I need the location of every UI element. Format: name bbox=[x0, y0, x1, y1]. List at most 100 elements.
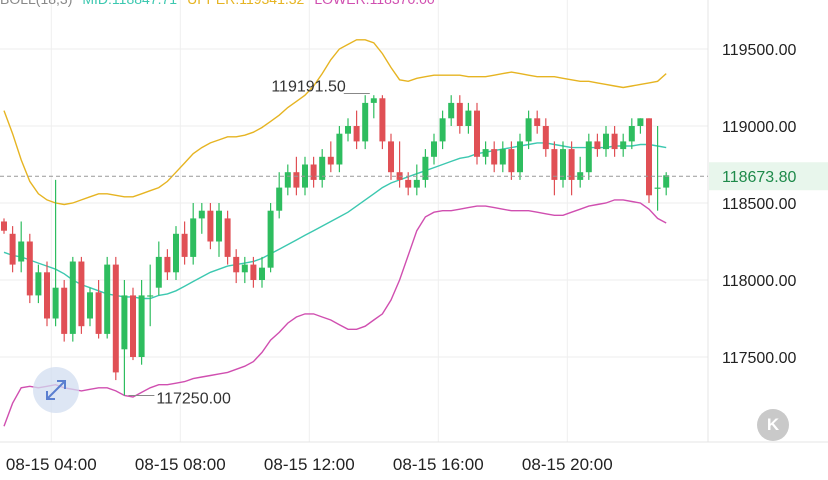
candle-down bbox=[78, 256, 85, 334]
candle-down bbox=[611, 126, 618, 157]
candle-up bbox=[448, 95, 455, 126]
last-price-label: 118673.80 bbox=[722, 169, 797, 186]
candle-body bbox=[431, 141, 437, 157]
candle-body bbox=[224, 218, 231, 257]
candle-body bbox=[104, 264, 111, 334]
candle-up bbox=[370, 95, 377, 119]
candle-body bbox=[319, 156, 326, 180]
candle-body bbox=[508, 149, 515, 173]
candle-down bbox=[233, 249, 240, 284]
candle-up bbox=[413, 164, 420, 196]
candle-body bbox=[276, 187, 283, 211]
candle-body bbox=[585, 141, 592, 173]
candle-up bbox=[87, 287, 93, 327]
candle-body bbox=[112, 264, 119, 373]
x-tick-label: 08-15 08:00 bbox=[135, 455, 226, 474]
candle-down bbox=[388, 133, 394, 180]
candle-up bbox=[198, 203, 205, 234]
candle-body bbox=[267, 210, 274, 268]
last-price-tag-bg bbox=[709, 162, 828, 191]
candle-down bbox=[44, 261, 50, 327]
candle-body bbox=[336, 133, 343, 165]
candle-body bbox=[9, 233, 16, 265]
legend-upper: UPPER:119341.32 bbox=[187, 0, 304, 7]
candle-up bbox=[52, 179, 59, 327]
candle-up bbox=[465, 102, 472, 134]
candle-up bbox=[190, 203, 197, 265]
legend-title: BOLL(18,3) bbox=[0, 0, 72, 7]
candle-body bbox=[78, 261, 85, 327]
candle-down bbox=[456, 95, 463, 134]
candle-up bbox=[241, 256, 248, 284]
x-tick-label: 08-15 04:00 bbox=[6, 455, 97, 474]
candle-body bbox=[216, 210, 222, 242]
candles bbox=[1, 95, 670, 396]
x-tick-label: 08-15 12:00 bbox=[264, 455, 355, 474]
candle-body bbox=[147, 295, 154, 297]
x-axis: 08-15 04:00 08-15 08:00 08-15 12:00 08-15 1… bbox=[6, 455, 613, 474]
legend-lower: LOWER:118370.00 bbox=[314, 0, 435, 7]
candle-body bbox=[327, 156, 334, 165]
candle-body bbox=[388, 141, 394, 173]
candle-down bbox=[310, 156, 317, 188]
candle-down bbox=[594, 133, 601, 157]
candle-up bbox=[577, 156, 584, 188]
candle-up bbox=[216, 203, 222, 257]
candle-up bbox=[18, 221, 25, 273]
kline-switch-button[interactable]: K bbox=[757, 409, 789, 441]
candle-body bbox=[525, 118, 532, 142]
candle-body bbox=[44, 272, 50, 319]
candle-up bbox=[121, 280, 128, 396]
candle-up bbox=[422, 149, 429, 188]
candle-up bbox=[69, 256, 76, 342]
candle-down bbox=[181, 221, 188, 265]
candle-body bbox=[542, 126, 549, 150]
candle-body bbox=[284, 172, 291, 188]
legend-line: BOLL(18,3) MID:118847.71 UPPER:119341.32 LO… bbox=[0, 0, 435, 7]
candle-down bbox=[646, 118, 652, 203]
x-tick-label: 08-15 16:00 bbox=[393, 455, 484, 474]
last-price-line: 118673.80 bbox=[0, 162, 828, 191]
candle-body bbox=[637, 118, 644, 126]
candle-body bbox=[379, 98, 386, 142]
candle-body bbox=[198, 210, 205, 219]
candle-body bbox=[26, 241, 33, 296]
candle-body bbox=[491, 149, 498, 165]
y-tick-label: 118000.00 bbox=[722, 273, 797, 290]
candle-body bbox=[18, 241, 25, 262]
candle-up bbox=[525, 110, 532, 150]
zoom-toggle-button[interactable] bbox=[33, 367, 79, 413]
candle-up bbox=[603, 126, 609, 157]
y-axis: 119500.00 119000.00 118500.00 118000.00 1175… bbox=[722, 42, 797, 367]
candle-down bbox=[9, 226, 16, 273]
candle-body bbox=[310, 164, 317, 180]
candle-down bbox=[164, 249, 171, 280]
indicator-legend: BOLL(18,3) MID:118847.71 UPPER:119341.32 LO… bbox=[0, 0, 435, 7]
candle-down bbox=[224, 210, 231, 265]
candle-up bbox=[499, 141, 506, 173]
candle-up bbox=[276, 172, 283, 219]
candle-up bbox=[560, 141, 566, 188]
candle-up bbox=[147, 264, 154, 327]
candle-body bbox=[474, 110, 480, 157]
candle-body bbox=[250, 264, 257, 280]
candle-body bbox=[155, 256, 162, 288]
candle-body bbox=[646, 118, 652, 196]
candle-body bbox=[405, 179, 412, 188]
candle-body bbox=[628, 126, 635, 142]
candle-up bbox=[259, 256, 265, 288]
candle-body bbox=[413, 179, 420, 188]
candle-up bbox=[654, 126, 661, 211]
candle-body bbox=[611, 133, 618, 150]
candle-body bbox=[173, 233, 179, 273]
candle-body bbox=[560, 149, 566, 180]
candle-body bbox=[448, 102, 455, 119]
candle-body bbox=[654, 187, 661, 189]
candle-up bbox=[628, 118, 635, 150]
candle-body bbox=[534, 118, 541, 126]
candle-up bbox=[319, 149, 326, 188]
candle-body bbox=[370, 98, 377, 103]
kline-icon: K bbox=[766, 415, 780, 434]
candle-down bbox=[379, 95, 386, 150]
